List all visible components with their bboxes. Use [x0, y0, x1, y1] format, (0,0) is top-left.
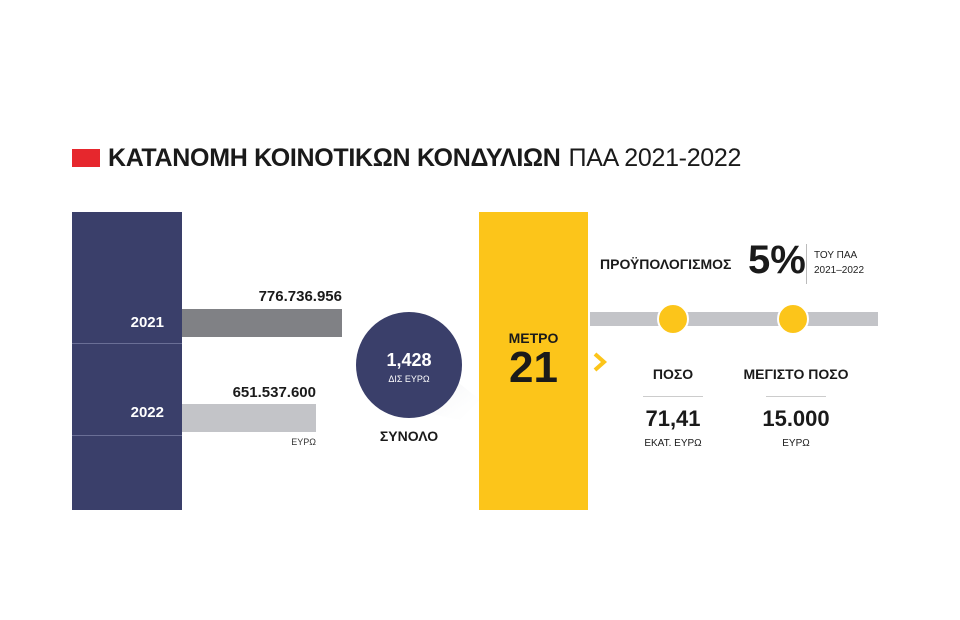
measure-number: 21 [509, 343, 558, 392]
stat-value-max-amount: 15.000 [762, 406, 830, 431]
budget-note-line2: 2021–2022 [814, 265, 865, 276]
stat-value-amount: 71,41 [645, 406, 701, 431]
panel-divider-2 [72, 435, 182, 436]
bar-value-2021: 776.736.956 [258, 288, 342, 305]
bar-2022 [182, 404, 316, 432]
title-bold-text: ΚΑΤΑΝΟΜΗ ΚΟΙΝΟΤΙΚΩΝ ΚΟΝΔΥΛΙΩΝ [108, 143, 561, 172]
measure-label: ΜΕΤΡΟ [508, 330, 559, 346]
bar-value-2022: 651.537.600 [232, 384, 316, 401]
bar-unit-2022: ΕΥΡΩ [291, 437, 316, 447]
years-panel [72, 212, 182, 510]
chevron-right-icon [593, 352, 608, 372]
stat-label-max-amount: ΜΕΓΙΣΤΟ ΠΟΣΟ [743, 366, 849, 382]
total-value: 1,428 [386, 350, 432, 370]
panel-divider-1 [72, 343, 182, 344]
chart-title: ΚΑΤΑΝΟΜΗ ΚΟΙΝΟΤΙΚΩΝ ΚΟΝΔΥΛΙΩΝ ΠΑΑ 2021-2… [72, 144, 741, 172]
budget-note-line1: ΤΟΥ ΠΑΑ [814, 250, 858, 261]
measure-panel [479, 212, 588, 510]
total-circle: 1,428 ΔΙΣ ΕΥΡΩ [356, 312, 462, 418]
budget-label: ΠΡΟΫΠΟΛΟΓΙΣΜΟΣ [600, 256, 732, 272]
title-accent-square [72, 149, 100, 167]
stat-unit-amount: ΕΚΑΤ. ΕΥΡΩ [644, 438, 702, 449]
stat-rule-amount [643, 396, 703, 397]
timeline-track [590, 312, 878, 326]
total-unit: ΔΙΣ ΕΥΡΩ [388, 374, 430, 384]
stat-unit-max-amount: ΕΥΡΩ [782, 438, 810, 449]
budget-divider [806, 244, 807, 284]
budget-note: ΤΟΥ ΠΑΑ 2021–2022 [814, 248, 864, 278]
timeline-dot-2 [777, 303, 809, 335]
year-label-2022: 2022 [130, 404, 164, 421]
year-label-2021: 2021 [130, 314, 164, 331]
budget-percent: 5% [748, 238, 806, 282]
timeline-dot-1 [657, 303, 689, 335]
stat-label-amount: ΠΟΣΟ [652, 366, 694, 382]
total-label: ΣΥΝΟΛΟ [379, 428, 439, 444]
stat-rule-max-amount [766, 396, 826, 397]
bar-2021 [182, 309, 342, 337]
title-normal-text: ΠΑΑ 2021-2022 [568, 143, 742, 172]
